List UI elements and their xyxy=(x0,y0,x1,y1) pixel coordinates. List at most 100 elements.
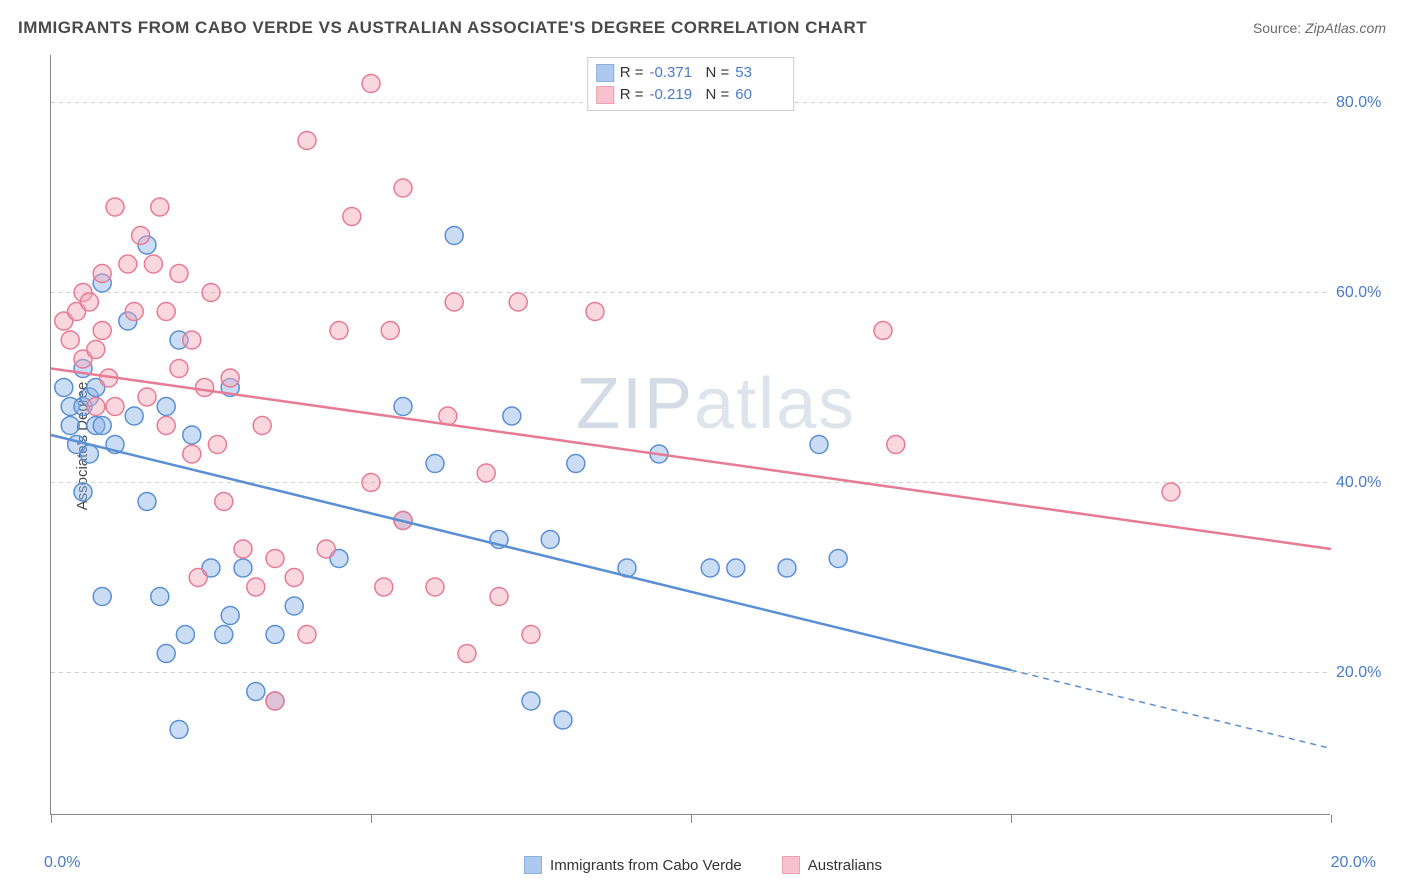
r-label: R = xyxy=(620,62,644,84)
scatter-point xyxy=(810,436,828,454)
scatter-point xyxy=(157,398,175,416)
scatter-point xyxy=(509,293,527,311)
n-value-pink: 60 xyxy=(735,84,785,106)
scatter-point xyxy=(381,322,399,340)
scatter-point xyxy=(144,255,162,273)
legend-row: R = -0.219 N = 60 xyxy=(596,84,786,106)
scatter-point xyxy=(196,379,214,397)
scatter-point xyxy=(87,341,105,359)
scatter-point xyxy=(1162,483,1180,501)
x-tick xyxy=(1331,815,1332,823)
r-label: R = xyxy=(620,84,644,106)
scatter-point xyxy=(503,407,521,425)
scatter-point xyxy=(829,550,847,568)
scatter-point xyxy=(202,284,220,302)
scatter-point xyxy=(106,398,124,416)
n-value-blue: 53 xyxy=(735,62,785,84)
scatter-point xyxy=(701,559,719,577)
scatter-point xyxy=(183,426,201,444)
source-credit: Source: ZipAtlas.com xyxy=(1253,20,1386,36)
scatter-point xyxy=(362,75,380,93)
scatter-point xyxy=(298,626,316,644)
legend-item: Immigrants from Cabo Verde xyxy=(524,856,742,874)
chart-svg xyxy=(51,55,1331,815)
scatter-point xyxy=(266,626,284,644)
scatter-point xyxy=(138,493,156,511)
y-tick-label: 40.0% xyxy=(1336,474,1396,492)
scatter-point xyxy=(445,227,463,245)
scatter-point xyxy=(247,578,265,596)
scatter-point xyxy=(541,531,559,549)
scatter-point xyxy=(586,303,604,321)
scatter-point xyxy=(727,559,745,577)
scatter-point xyxy=(247,683,265,701)
scatter-point xyxy=(189,569,207,587)
legend-swatch-pink xyxy=(596,86,614,104)
legend-swatch-blue xyxy=(524,856,542,874)
scatter-point xyxy=(138,388,156,406)
scatter-point xyxy=(458,645,476,663)
scatter-point xyxy=(887,436,905,454)
scatter-point xyxy=(522,626,540,644)
scatter-point xyxy=(208,436,226,454)
x-axis-min-label: 0.0% xyxy=(44,854,80,872)
legend-item: Australians xyxy=(782,856,882,874)
scatter-point xyxy=(176,626,194,644)
scatter-point xyxy=(253,417,271,435)
scatter-point xyxy=(394,179,412,197)
source-value: ZipAtlas.com xyxy=(1305,20,1386,36)
source-label: Source: xyxy=(1253,20,1301,36)
scatter-point xyxy=(132,227,150,245)
scatter-point xyxy=(285,569,303,587)
scatter-point xyxy=(80,445,98,463)
scatter-point xyxy=(170,360,188,378)
scatter-point xyxy=(93,265,111,283)
scatter-point xyxy=(266,550,284,568)
scatter-point xyxy=(567,455,585,473)
scatter-point xyxy=(215,493,233,511)
legend-label: Immigrants from Cabo Verde xyxy=(550,857,742,874)
scatter-point xyxy=(183,331,201,349)
scatter-point xyxy=(93,417,111,435)
scatter-point xyxy=(183,445,201,463)
scatter-point xyxy=(106,198,124,216)
scatter-point xyxy=(330,322,348,340)
legend-row: R = -0.371 N = 53 xyxy=(596,62,786,84)
scatter-point xyxy=(151,588,169,606)
r-value-blue: -0.371 xyxy=(650,62,700,84)
scatter-point xyxy=(490,588,508,606)
scatter-point xyxy=(74,483,92,501)
scatter-point xyxy=(151,198,169,216)
x-axis-max-label: 20.0% xyxy=(1331,854,1376,872)
scatter-point xyxy=(93,322,111,340)
scatter-point xyxy=(61,331,79,349)
n-label: N = xyxy=(706,62,730,84)
legend-swatch-blue xyxy=(596,64,614,82)
y-tick-label: 20.0% xyxy=(1336,664,1396,682)
trend-line-dashed xyxy=(1011,670,1331,748)
scatter-point xyxy=(215,626,233,644)
x-tick xyxy=(51,815,52,823)
n-label: N = xyxy=(706,84,730,106)
scatter-point xyxy=(157,645,175,663)
r-value-pink: -0.219 xyxy=(650,84,700,106)
scatter-point xyxy=(266,692,284,710)
scatter-point xyxy=(317,540,335,558)
scatter-point xyxy=(234,559,252,577)
scatter-point xyxy=(874,322,892,340)
x-tick xyxy=(371,815,372,823)
x-tick xyxy=(1011,815,1012,823)
scatter-point xyxy=(61,417,79,435)
scatter-point xyxy=(778,559,796,577)
scatter-point xyxy=(170,265,188,283)
scatter-point xyxy=(362,474,380,492)
scatter-point xyxy=(119,255,137,273)
scatter-point xyxy=(87,398,105,416)
scatter-point xyxy=(439,407,457,425)
scatter-point xyxy=(157,417,175,435)
scatter-point xyxy=(80,293,98,311)
chart-title: IMMIGRANTS FROM CABO VERDE VS AUSTRALIAN… xyxy=(18,18,867,38)
scatter-point xyxy=(170,721,188,739)
legend-swatch-pink xyxy=(782,856,800,874)
plot-area: ZIPatlas R = -0.371 N = 53 R = -0.219 N … xyxy=(50,55,1330,815)
